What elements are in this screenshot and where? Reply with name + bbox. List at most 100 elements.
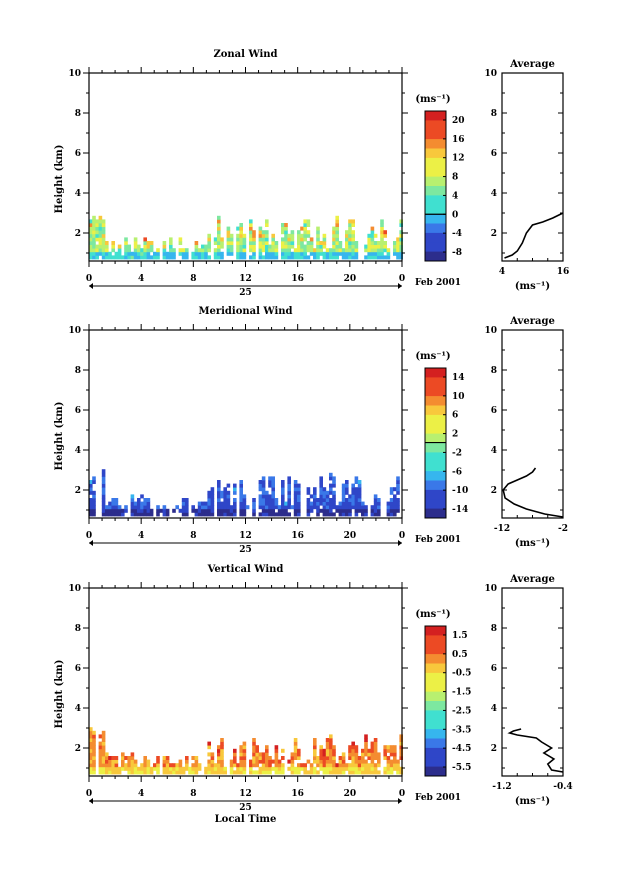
heatmap-cell [140, 508, 144, 513]
heatmap-cell [380, 226, 384, 231]
heatmap-cell [271, 490, 275, 495]
heatmap-cell [92, 498, 96, 502]
heatmap-cell [383, 244, 387, 249]
heatmap-cell [207, 505, 211, 510]
heatmap-cell [159, 508, 163, 513]
heatmap-cell [335, 233, 339, 238]
colorbar-segment [425, 167, 446, 178]
heatmap-cell [255, 748, 259, 753]
profile-line [502, 467, 564, 518]
heatmap-cell [277, 759, 282, 764]
heatmap-cell [322, 512, 327, 517]
x-tick-label: 8 [190, 531, 196, 541]
heatmap-cell [297, 763, 301, 768]
profile-y-tick-label: 6 [491, 149, 497, 159]
heatmap-cell [204, 508, 208, 513]
heatmap-cell [229, 512, 234, 517]
colorbar-segment [425, 489, 446, 500]
heatmap-cell [252, 230, 256, 235]
heatmap-cell [348, 770, 352, 775]
heatmap-cell [108, 255, 112, 260]
heatmap-cell [162, 244, 167, 249]
heatmap-cell [325, 498, 330, 502]
heatmap-cell [268, 756, 272, 760]
heatmap-cell [399, 766, 403, 771]
heatmap-cell [370, 748, 375, 753]
heatmap-cell [325, 255, 330, 260]
heatmap-cell [239, 501, 243, 506]
heatmap-cell [111, 756, 115, 760]
heatmap-cell [175, 505, 179, 510]
heatmap-cell [146, 505, 151, 510]
heatmap-cell [319, 766, 323, 771]
colorbar-segment [425, 368, 446, 378]
heatmap-cell [297, 501, 301, 506]
heatmap-cell [252, 505, 256, 510]
heatmap-cell [229, 508, 234, 513]
heatmap-cell [389, 508, 394, 513]
heatmap-cell [169, 251, 173, 256]
colorbar-label: -4.5 [452, 744, 471, 754]
heatmap-cell [210, 498, 215, 502]
heatmap-cell [130, 770, 135, 775]
heatmap-cell [354, 745, 359, 750]
heatmap-cell [357, 494, 362, 499]
heatmap-cell [281, 248, 285, 253]
heatmap-cell [351, 741, 355, 746]
heatmap-cell [140, 501, 144, 506]
heatmap-cell [386, 508, 391, 513]
heatmap-cell [89, 752, 93, 757]
heatmap-cell [293, 251, 298, 256]
x-tick-label: 0 [86, 274, 92, 284]
heatmap-cell [367, 766, 371, 771]
date-axis-arrow-right [398, 283, 402, 289]
heatmap-cell [156, 770, 160, 775]
heatmap-cell [351, 770, 355, 775]
heatmap-cell [300, 244, 304, 249]
heatmap-cell [367, 770, 371, 775]
x-tick-label: 8 [190, 789, 196, 799]
heatmap-cell [399, 248, 403, 253]
colorbar-segment [425, 663, 446, 674]
heatmap-cell [316, 244, 320, 249]
heatmap-cell [117, 255, 122, 260]
profile-y-tick-label: 4 [491, 704, 497, 714]
heatmap-cell [338, 251, 343, 256]
heatmap-cell [127, 756, 131, 760]
heatmap-cell [156, 756, 160, 760]
heatmap-cell [348, 255, 352, 260]
x-tick-label: 20 [344, 274, 357, 284]
heatmap-cell [399, 770, 403, 775]
heatmap-cell [140, 763, 144, 768]
heatmap-cell [354, 748, 359, 753]
heatmap-cell [290, 230, 295, 235]
heatmap-cell [357, 498, 362, 502]
heatmap-cell [341, 505, 346, 510]
heatmap-cell [233, 508, 237, 513]
colorbar-segment [425, 148, 446, 159]
heatmap-cell [335, 766, 339, 771]
heatmap-cell [364, 763, 368, 768]
heatmap-cell [386, 248, 391, 253]
heatmap-cell [258, 237, 263, 242]
heatmap-cell [217, 766, 221, 771]
colorbar-frame [424, 110, 447, 262]
heatmap-cell [111, 759, 115, 764]
heatmap-cell [325, 738, 330, 742]
heatmap-cell [284, 223, 288, 227]
heatmap-cell [162, 770, 167, 775]
x-axis-label: Local Time [215, 814, 277, 825]
heatmap-cell [236, 226, 240, 231]
heatmap-cell [143, 512, 147, 517]
heatmap-cell [111, 244, 115, 249]
heatmap-cell [252, 255, 256, 260]
heatmap-cell [111, 241, 115, 245]
heatmap-cell [181, 766, 186, 771]
heatmap-cell [239, 255, 243, 260]
heatmap-cell [351, 219, 355, 224]
heatmap-cell [95, 244, 99, 249]
heatmap-cell [338, 512, 343, 517]
heatmap-cell [271, 476, 275, 481]
